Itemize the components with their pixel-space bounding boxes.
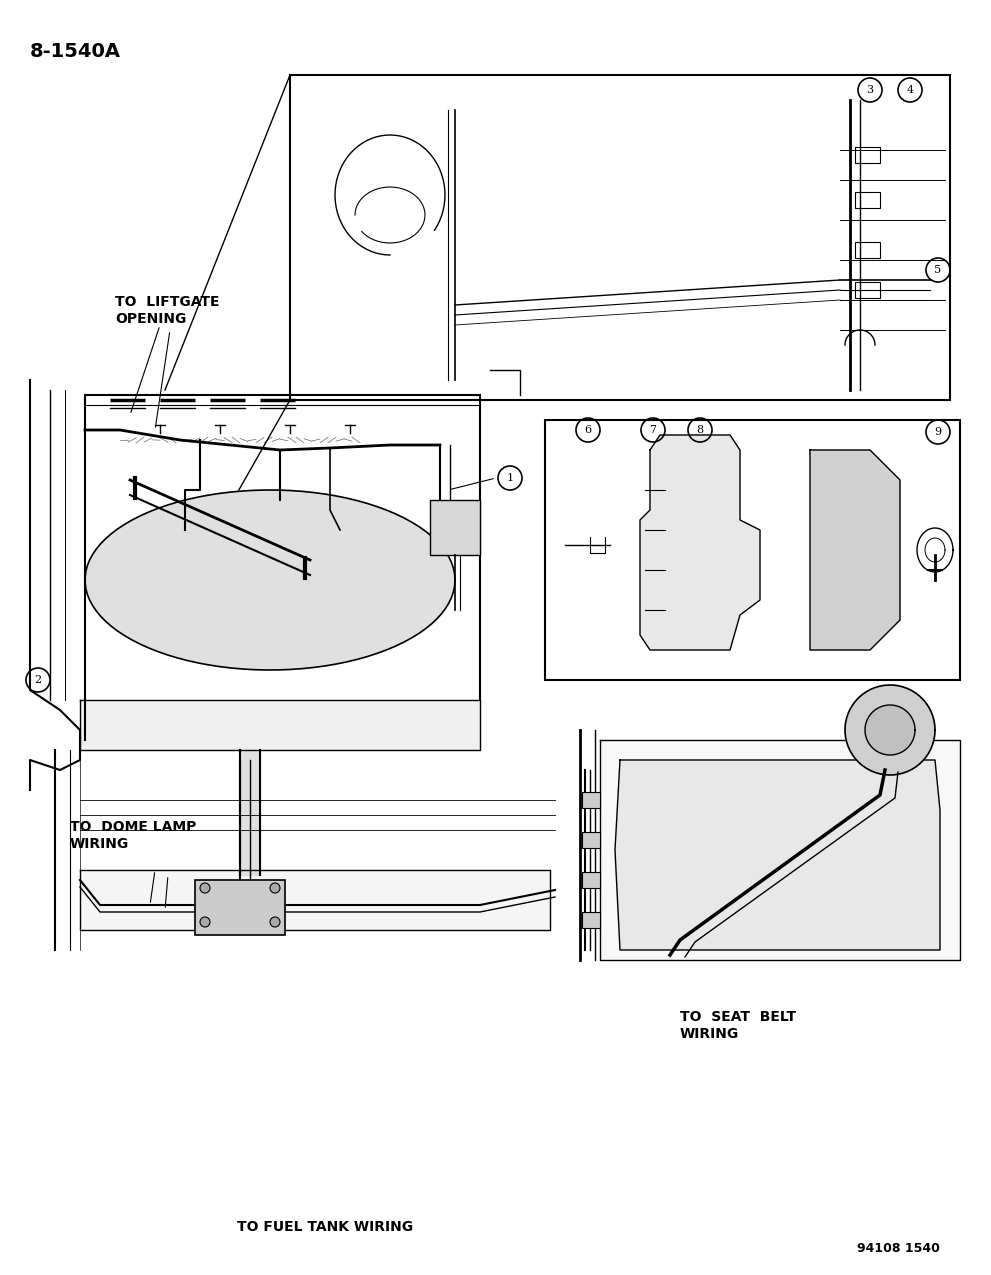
Polygon shape: [640, 435, 760, 650]
Text: TO  LIFTGATE
OPENING: TO LIFTGATE OPENING: [115, 295, 219, 326]
Circle shape: [270, 884, 280, 892]
Bar: [582, 792, 600, 808]
Text: 7: 7: [649, 425, 656, 435]
Bar: [582, 833, 600, 848]
Text: 2: 2: [35, 674, 42, 685]
Text: TO  SEAT  BELT
WIRING: TO SEAT BELT WIRING: [680, 1010, 796, 1042]
Polygon shape: [80, 700, 480, 750]
Polygon shape: [845, 685, 935, 775]
Bar: [582, 872, 600, 887]
Polygon shape: [865, 705, 915, 755]
Circle shape: [200, 884, 210, 892]
Text: 1: 1: [506, 473, 513, 483]
Polygon shape: [85, 490, 455, 669]
Polygon shape: [80, 870, 550, 929]
Polygon shape: [600, 740, 960, 960]
Text: 6: 6: [585, 425, 592, 435]
Bar: [855, 193, 880, 208]
Circle shape: [200, 917, 210, 927]
Bar: [582, 912, 600, 928]
Text: 5: 5: [935, 265, 941, 275]
Text: 94108 1540: 94108 1540: [857, 1242, 940, 1255]
Text: 8-1540A: 8-1540A: [30, 42, 121, 61]
Bar: [855, 147, 880, 163]
Text: 4: 4: [907, 85, 914, 96]
Text: 8: 8: [697, 425, 704, 435]
Text: TO  DOME LAMP
WIRING: TO DOME LAMP WIRING: [70, 820, 196, 852]
Polygon shape: [615, 760, 940, 950]
Circle shape: [270, 917, 280, 927]
Polygon shape: [240, 750, 260, 875]
Polygon shape: [810, 450, 900, 650]
Bar: [855, 282, 880, 298]
Bar: [430, 500, 480, 555]
Bar: [855, 242, 880, 258]
Text: 3: 3: [866, 85, 873, 96]
Bar: [195, 880, 285, 935]
Text: 9: 9: [935, 427, 941, 437]
Text: TO FUEL TANK WIRING: TO FUEL TANK WIRING: [237, 1220, 413, 1234]
